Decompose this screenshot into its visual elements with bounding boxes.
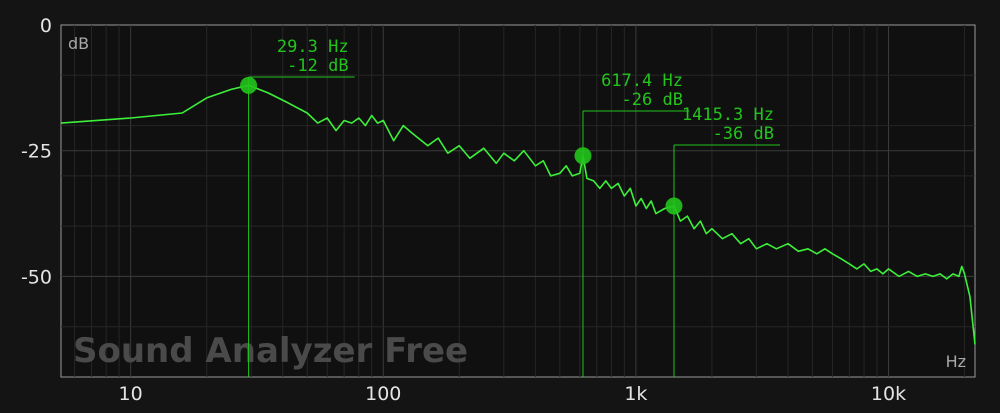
y-tick-label: 0 [40,15,52,37]
peak-level-label: -26 dB [622,90,683,110]
peak-marker-dot [574,147,592,165]
app-watermark: Sound Analyzer Free [73,331,468,371]
chart-frame [60,24,976,378]
peak-frequency-label: 1415.3 Hz [682,105,774,125]
peak-level-label: -36 dB [713,124,774,144]
peak-marker-dot [665,197,683,215]
x-tick-label: 100 [365,383,401,405]
x-axis-unit: Hz [946,352,966,371]
peak-level-label: -12 dB [287,56,348,76]
y-axis-unit: dB [68,34,89,53]
grid-lines [61,25,975,377]
x-tick-label: 1k [624,383,647,405]
x-tick-label: 10 [119,383,143,405]
y-tick-label: -50 [21,266,52,288]
peak-marker-dot [240,76,258,94]
peak-frequency-label: 617.4 Hz [601,71,683,91]
spectrum-trace-layer [60,84,976,345]
spectrum-trace [60,84,976,345]
peak-frequency-label: 29.3 Hz [277,37,349,57]
tick-labels: 10 100 1k 10k 0 -25 -50 [21,15,906,405]
x-tick-label: 10k [871,383,906,405]
y-tick-label: -25 [21,141,52,163]
